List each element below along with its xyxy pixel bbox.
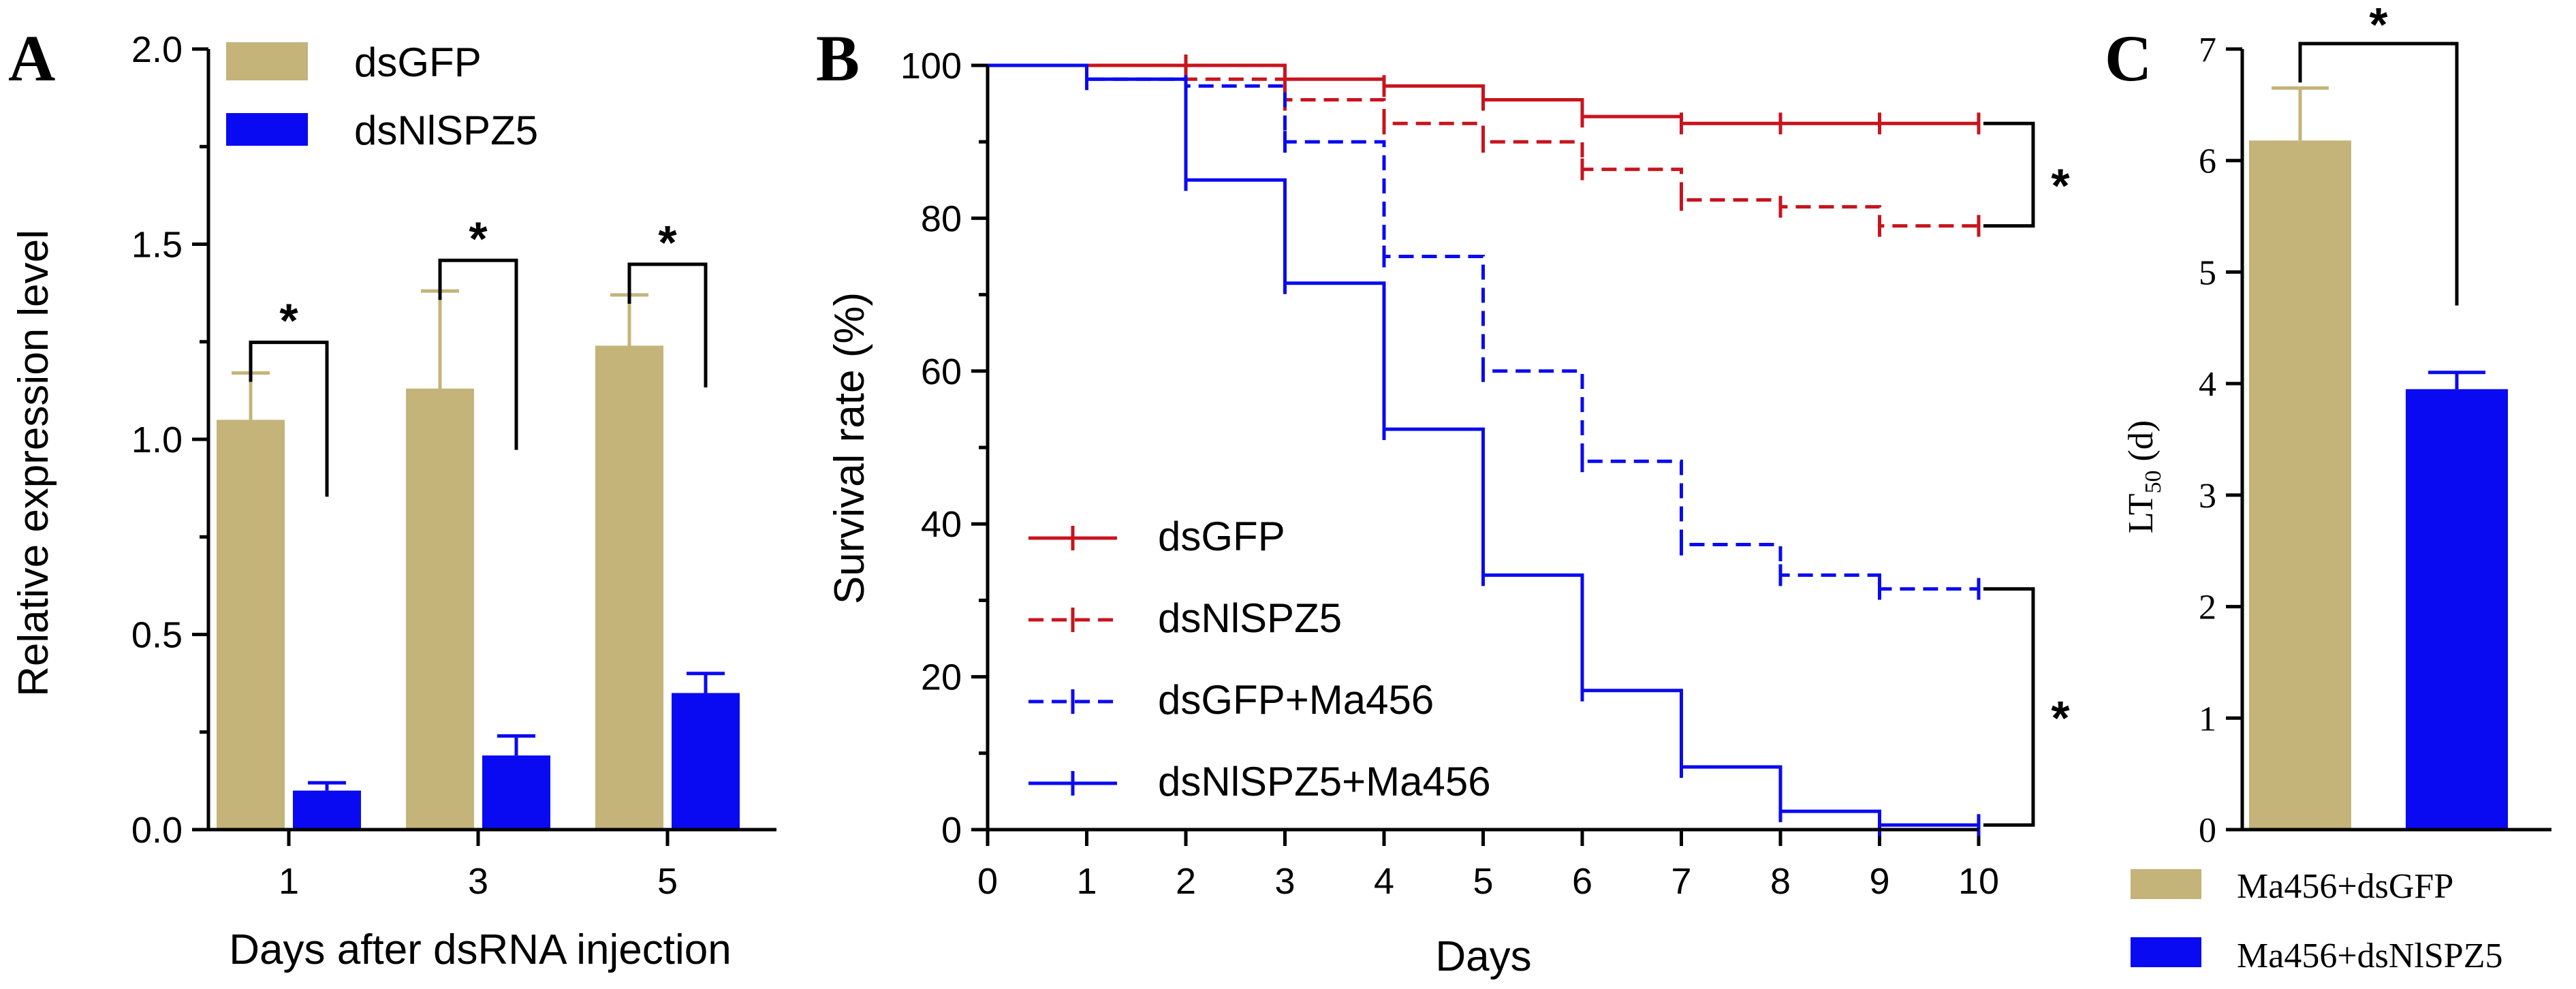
panel-b-y-ticks: 0 20 40 60 80 100 — [900, 46, 988, 851]
x-tick-label: 3 — [468, 861, 488, 902]
panel-b-legend: dsGFP dsNlSPZ5 dsGFP+Ma456 dsNlSPZ5+Ma45… — [1028, 514, 1491, 804]
panel-a-y-title: Relative expression level — [10, 230, 57, 697]
y-tick-label: 100 — [900, 46, 962, 87]
significance-star: * — [2051, 159, 2070, 212]
y-tick-label: 0 — [2199, 811, 2216, 850]
y-tick-label: 6 — [2199, 142, 2216, 181]
x-tick-label: 5 — [1473, 861, 1493, 902]
panel-a-bars — [217, 289, 740, 830]
legend-swatch-dsgfp — [226, 42, 308, 80]
x-tick-label: 7 — [1671, 861, 1691, 902]
significance-star: * — [469, 212, 488, 265]
x-tick-label: 0 — [977, 861, 998, 902]
panel-c-legend: Ma456+dsGFP Ma456+dsNlSPZ5 — [2131, 867, 2502, 975]
y-tick-label: 0.5 — [131, 615, 183, 656]
x-tick-label: 9 — [1869, 861, 1889, 902]
y-tick-label: 2.0 — [131, 29, 183, 70]
x-tick-label: 8 — [1770, 861, 1791, 902]
panel-b-x-title: Days — [1435, 933, 1531, 980]
x-tick-label: 6 — [1572, 861, 1592, 902]
significance-bracket — [438, 258, 518, 450]
panel-b-letter: B — [816, 22, 860, 95]
legend-swatch-dsnlspz5 — [226, 113, 308, 146]
panel-c-bars — [2249, 86, 2508, 830]
panel-a: A 0.0 0.5 1.0 1.5 2.0 * * * 1 3 5 Relative expre… — [8, 22, 776, 973]
panel-c-significance: * — [2298, 0, 2459, 306]
y-tick-label: 1.0 — [131, 420, 183, 460]
bar-dsgfp — [217, 420, 285, 830]
legend-label-ma456-dsgfp: Ma456+dsGFP — [2237, 867, 2453, 906]
significance-bracket — [1983, 587, 2035, 827]
x-tick-label: 5 — [657, 861, 678, 902]
bar-ma456-dsnlspz5 — [2406, 389, 2508, 830]
significance-star: * — [2051, 691, 2070, 744]
y-tick-label: 5 — [2199, 253, 2216, 292]
y-tick-label: 1 — [2199, 700, 2216, 738]
y-tick-label: 40 — [921, 504, 962, 545]
panel-b-x-ticks: 0 1 2 3 4 5 6 7 8 9 10 — [977, 830, 1999, 902]
y-tick-label: 0 — [941, 810, 962, 851]
legend-label-dsnlspz5: dsNlSPZ5 — [354, 108, 538, 153]
panel-c: C 0 1 2 3 4 5 6 7 * LT50 (d) Ma456+dsGFP Ma456+… — [2105, 0, 2551, 975]
legend-label-b-dsnlspz5: dsNlSPZ5 — [1158, 595, 1342, 641]
x-tick-label: 10 — [1958, 861, 1999, 902]
significance-star: * — [2369, 0, 2388, 51]
x-tick-label: 3 — [1274, 861, 1295, 902]
bar-dsnlspz5 — [293, 790, 361, 830]
y-tick-label: 4 — [2199, 365, 2216, 404]
legend-label-b-dsgfp-ma456: dsGFP+Ma456 — [1158, 677, 1434, 723]
panel-b-significance: ** — [1983, 121, 2070, 827]
panel-a-significance: * * * — [249, 212, 708, 497]
legend-label-b-dsnlspz5-ma456: dsNlSPZ5+Ma456 — [1158, 759, 1491, 804]
legend-label-dsgfp: dsGFP — [354, 40, 482, 85]
panel-a-legend: dsGFP dsNlSPZ5 — [226, 40, 538, 153]
y-tick-label: 7 — [2199, 31, 2216, 69]
significance-bracket — [249, 341, 329, 497]
bar-dsnlspz5 — [482, 755, 550, 830]
y-tick-label: 20 — [921, 657, 962, 698]
y-tick-label: 0.0 — [131, 810, 183, 851]
y-tick-label: 80 — [921, 198, 962, 239]
x-tick-label: 4 — [1374, 861, 1394, 902]
bar-dsnlspz5 — [672, 693, 740, 830]
y-tick-label: 60 — [921, 351, 962, 392]
panel-a-y-ticks: 0.0 0.5 1.0 1.5 2.0 — [131, 29, 208, 851]
panel-c-y-ticks: 0 1 2 3 4 5 6 7 — [2199, 31, 2242, 850]
significance-bracket — [627, 262, 708, 388]
bar-dsgfp — [595, 345, 663, 830]
y-tick-label: 1.5 — [131, 225, 183, 266]
x-tick-label: 2 — [1176, 861, 1196, 902]
legend-swatch-ma456-dsnlspz5 — [2131, 937, 2201, 967]
panel-c-letter: C — [2105, 22, 2152, 95]
panel-a-x-ticks: 1 3 5 — [279, 830, 678, 902]
line-dsnlspz5-ma456 — [988, 63, 1979, 827]
y-tick-label: 2 — [2199, 588, 2216, 627]
significance-star: * — [658, 216, 677, 269]
significance-bracket — [1983, 121, 2035, 228]
y-tick-label: 3 — [2199, 477, 2216, 516]
panel-a-letter: A — [8, 22, 55, 95]
significance-bracket — [2298, 42, 2459, 306]
panel-b-y-title: Survival rate (%) — [826, 292, 873, 604]
significance-star: * — [279, 294, 298, 347]
legend-swatch-ma456-dsgfp — [2131, 869, 2201, 899]
bar-dsgfp — [406, 388, 474, 830]
x-tick-label: 1 — [279, 861, 299, 902]
bar-ma456-dsgfp — [2249, 140, 2351, 830]
panel-a-x-title: Days after dsRNA injection — [229, 926, 731, 973]
panel-c-y-title: LT50 (d) — [2122, 420, 2166, 533]
legend-label-b-dsgfp: dsGFP — [1158, 514, 1285, 559]
legend-label-ma456-dsnlspz5: Ma456+dsNlSPZ5 — [2237, 937, 2502, 975]
x-tick-label: 1 — [1076, 861, 1097, 902]
panel-b-lines — [988, 54, 1981, 836]
